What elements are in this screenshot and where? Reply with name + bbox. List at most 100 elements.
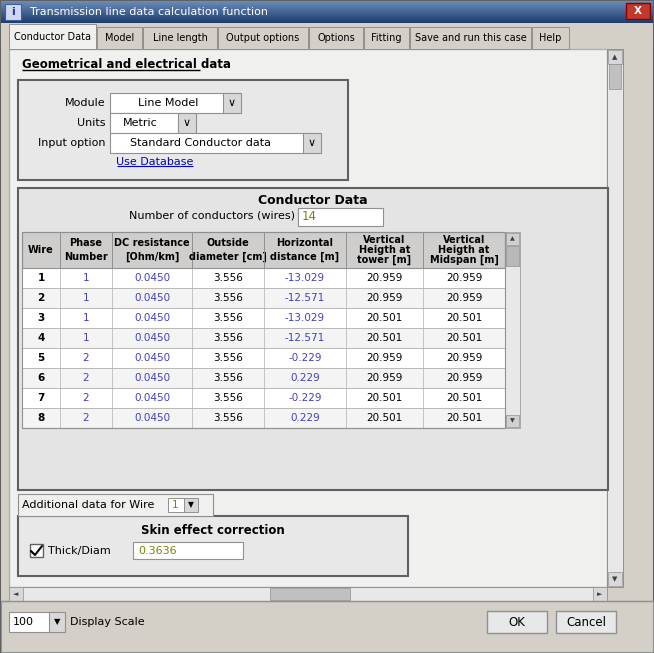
Text: Vertical: Vertical [364,235,405,245]
Bar [556,611,616,633]
Text: 3.556: 3.556 [213,373,243,383]
Bar [22,308,60,328]
Text: 100: 100 [13,617,34,627]
Bar [5,4,21,20]
Text: 1: 1 [82,273,90,283]
Bar [298,208,383,226]
Bar [1,23,653,49]
Text: i: i [11,7,15,17]
Bar [22,268,60,288]
Text: 1: 1 [82,293,90,303]
Bar [22,232,505,428]
Text: -12.571: -12.571 [285,293,325,303]
Bar [1,14,653,15]
Bar [1,18,653,19]
Bar [9,587,23,601]
Bar [1,7,653,8]
Bar [60,348,112,368]
Bar [60,408,112,428]
Text: 6: 6 [37,373,44,383]
Bar [487,611,547,633]
Text: 20.501: 20.501 [366,313,403,323]
Bar [1,6,653,7]
Text: -13.029: -13.029 [285,273,325,283]
Text: 3.556: 3.556 [213,413,243,423]
Text: 20.959: 20.959 [366,273,403,283]
Text: 0.229: 0.229 [290,413,320,423]
Bar [192,308,264,328]
Bar [22,288,60,308]
Bar [264,408,346,428]
Text: 3: 3 [37,313,44,323]
Bar [423,408,505,428]
Text: Metric: Metric [123,118,158,128]
Text: 20.501: 20.501 [446,413,482,423]
Text: Wire: Wire [28,245,54,255]
Bar [22,388,60,408]
Text: Heigth at: Heigth at [438,245,490,255]
Text: -13.029: -13.029 [285,313,325,323]
Bar [1,8,653,9]
Text: 0.0450: 0.0450 [134,393,170,403]
Bar [9,612,51,632]
Bar [1,13,653,14]
Text: 3.556: 3.556 [213,313,243,323]
Bar [22,408,60,428]
Text: ◄: ◄ [13,591,19,597]
Bar [112,388,192,408]
Bar [112,408,192,428]
Bar [112,288,192,308]
Text: Module: Module [64,98,105,108]
Bar [423,288,505,308]
Text: 4: 4 [37,333,44,343]
Bar [1,1,653,2]
Bar [423,388,505,408]
Bar [112,348,192,368]
Text: -0.229: -0.229 [288,393,322,403]
Text: ∨: ∨ [228,98,236,108]
Bar [609,64,621,89]
Text: Additional data for Wire: Additional data for Wire [22,500,154,510]
Bar [346,328,423,348]
Text: Model: Model [105,33,134,43]
Bar [18,494,213,516]
Text: 2: 2 [82,353,90,363]
Bar [346,368,423,388]
Text: Outside: Outside [207,238,249,248]
Text: ∨: ∨ [183,118,191,128]
Bar [30,544,43,557]
Bar [1,21,653,22]
Bar [264,388,346,408]
Bar [1,20,653,21]
Bar [223,93,241,113]
Bar [346,308,423,328]
Text: Midspan [m]: Midspan [m] [430,255,498,265]
Bar [264,288,346,308]
Text: 20.959: 20.959 [446,373,482,383]
Text: Transmission line data calculation function: Transmission line data calculation funct… [30,7,268,17]
Text: Use Database: Use Database [116,157,194,167]
Bar [18,516,408,576]
Text: ▼: ▼ [54,618,60,626]
Bar [18,80,348,180]
Text: Heigth at: Heigth at [359,245,410,255]
Text: X: X [634,6,642,16]
Bar [1,12,653,13]
Bar [1,9,653,10]
Bar [423,308,505,328]
Bar [168,498,186,512]
Bar [18,188,608,490]
Text: Conductor Data: Conductor Data [258,193,368,206]
Bar [608,50,622,64]
Text: ∨: ∨ [308,138,316,148]
Bar [22,232,505,268]
Text: DC resistance: DC resistance [114,238,190,248]
Bar [423,368,505,388]
Text: 3.556: 3.556 [213,353,243,363]
Text: 3.556: 3.556 [213,293,243,303]
Text: 20.501: 20.501 [366,393,403,403]
Bar [60,328,112,348]
Bar [346,408,423,428]
Text: 0.0450: 0.0450 [134,273,170,283]
Bar [593,587,607,601]
